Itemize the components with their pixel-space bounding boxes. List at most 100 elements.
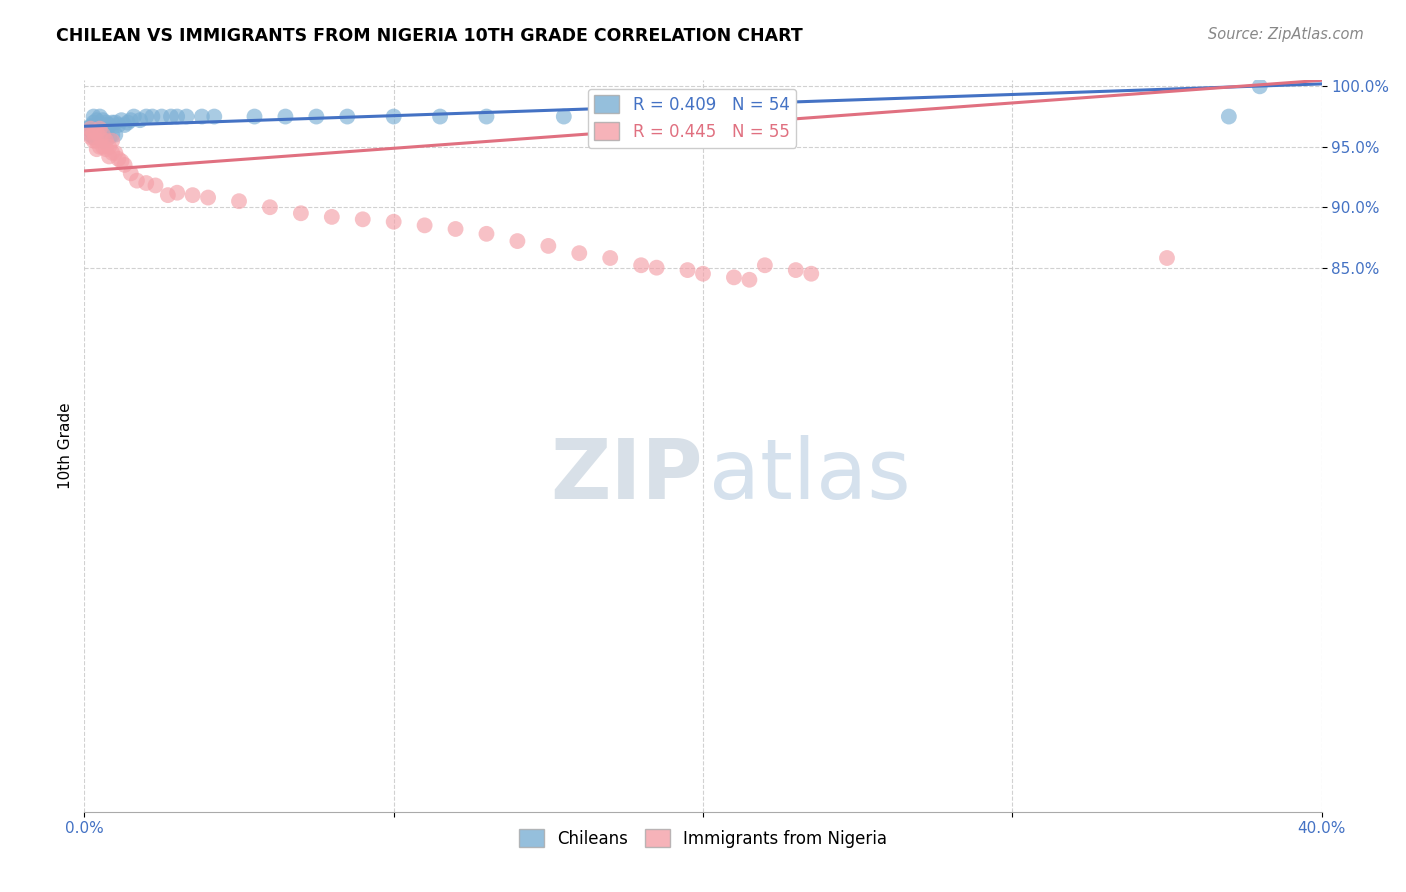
Point [101,115,124,129]
Point [754,258,776,272]
Point [243,110,266,124]
Point [141,110,163,124]
Point [506,234,529,248]
Point [94,142,117,156]
Point [738,273,761,287]
Point [91,128,114,142]
Point [676,263,699,277]
Point [429,110,451,124]
Point [785,263,807,277]
Point [202,110,225,124]
Point [76,125,98,139]
Point [382,110,405,124]
Point [86,134,108,148]
Point [79,128,101,142]
Point [135,176,157,190]
Point [336,110,359,124]
Point [228,194,250,209]
Point [89,130,111,145]
Legend: Chileans, Immigrants from Nigeria: Chileans, Immigrants from Nigeria [512,822,894,855]
Point [145,178,167,193]
Point [181,188,204,202]
Point [86,118,108,132]
Point [94,125,117,139]
Point [94,130,117,145]
Point [104,128,127,142]
Point [166,186,188,200]
Point [91,134,114,148]
Point [568,246,591,260]
Point [110,113,132,128]
Point [91,140,114,154]
Point [107,118,129,132]
Point [83,134,105,148]
Point [599,251,621,265]
Point [630,258,652,272]
Point [98,130,121,145]
Point [413,219,436,233]
Point [83,110,105,124]
Point [91,128,114,142]
Point [79,121,101,136]
Point [86,125,108,139]
Text: ZIP: ZIP [551,434,703,516]
Point [114,118,136,132]
Point [76,121,98,136]
Point [104,115,127,129]
Point [114,158,136,172]
Point [290,206,312,220]
Point [120,113,142,128]
Point [89,110,111,124]
Point [475,110,498,124]
Point [101,128,124,142]
Point [475,227,498,241]
Point [197,190,219,204]
Text: CHILEAN VS IMMIGRANTS FROM NIGERIA 10TH GRADE CORRELATION CHART: CHILEAN VS IMMIGRANTS FROM NIGERIA 10TH … [56,27,803,45]
Point [800,267,823,281]
Point [83,115,105,129]
Point [352,212,374,227]
Point [156,188,179,202]
Point [645,260,668,275]
Point [1249,79,1271,94]
Y-axis label: 10th Grade: 10th Grade [58,402,73,490]
Point [125,173,148,187]
Point [83,125,105,139]
Point [166,110,188,124]
Point [86,125,108,139]
Point [107,152,129,166]
Point [89,128,111,142]
Point [191,110,214,124]
Point [89,121,111,136]
Point [79,130,101,145]
Point [91,118,114,132]
Point [274,110,297,124]
Point [444,222,467,236]
Point [86,130,108,145]
Point [104,145,127,160]
Point [101,145,124,160]
Point [120,166,142,180]
Point [553,110,575,124]
Point [91,113,114,128]
Point [117,115,139,129]
Point [89,130,111,145]
Point [321,210,343,224]
Point [86,113,108,128]
Point [305,110,328,124]
Point [101,134,124,148]
Point [176,110,198,124]
Point [1156,251,1178,265]
Point [110,154,132,169]
Point [89,118,111,132]
Point [537,239,560,253]
Point [79,120,101,134]
Point [122,110,145,124]
Text: atlas: atlas [709,434,911,516]
Point [94,134,117,148]
Point [98,118,121,132]
Point [98,149,121,163]
Point [98,140,121,154]
Point [135,110,157,124]
Point [86,142,108,156]
